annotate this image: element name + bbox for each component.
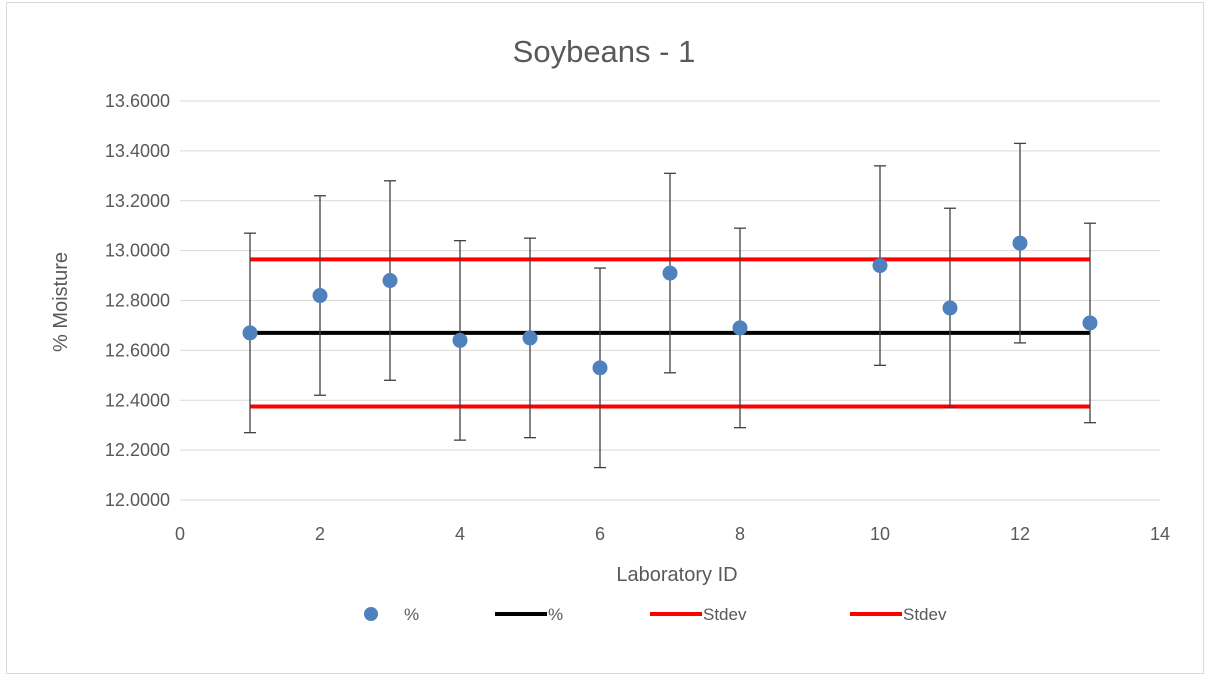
legend-label: % xyxy=(404,605,419,624)
data-point xyxy=(872,258,888,274)
data-point xyxy=(312,288,328,304)
data-point xyxy=(452,332,468,348)
legend-label: Stdev xyxy=(703,605,747,624)
legend-label: % xyxy=(548,605,563,624)
scatter-points xyxy=(242,235,1098,376)
y-tick-label: 12.0000 xyxy=(105,490,170,510)
y-axis-ticks: 12.0000 12.2000 12.4000 12.6000 12.8000 13.00… xyxy=(105,91,170,510)
y-tick-label: 12.8000 xyxy=(105,291,170,311)
data-point xyxy=(1012,235,1028,251)
chart-title: Soybeans - 1 xyxy=(513,34,696,69)
legend: %% Stdev Stdev xyxy=(364,605,947,624)
x-axis-ticks: 0 2 4 6 8 10 12 14 xyxy=(175,524,1170,544)
y-tick-label: 13.2000 xyxy=(105,191,170,211)
x-tick-label: 4 xyxy=(455,524,465,544)
data-point xyxy=(242,325,258,341)
data-point xyxy=(662,265,678,281)
data-point xyxy=(522,330,538,346)
y-tick-label: 12.6000 xyxy=(105,340,170,360)
chart-svg: Soybeans - 1 12.0000 12.2000 12.4000 12.600… xyxy=(50,34,1170,624)
data-point xyxy=(942,300,958,316)
x-tick-label: 2 xyxy=(315,524,325,544)
y-tick-label: 13.6000 xyxy=(105,91,170,111)
legend-label: Stdev xyxy=(903,605,947,624)
y-tick-label: 12.4000 xyxy=(105,390,170,410)
y-tick-label: 12.2000 xyxy=(105,440,170,460)
data-point xyxy=(382,273,398,289)
y-tick-label: 13.0000 xyxy=(105,241,170,261)
legend-marker xyxy=(364,607,378,621)
error-bars xyxy=(244,142,1096,469)
x-tick-label: 14 xyxy=(1150,524,1170,544)
x-tick-label: 8 xyxy=(735,524,745,544)
data-point xyxy=(1082,315,1098,331)
chart-area: Soybeans - 1 12.0000 12.2000 12.4000 12.600… xyxy=(6,2,1204,674)
x-tick-label: 10 xyxy=(870,524,890,544)
x-tick-label: 6 xyxy=(595,524,605,544)
data-point xyxy=(592,360,608,376)
x-tick-label: 12 xyxy=(1010,524,1030,544)
x-tick-label: 0 xyxy=(175,524,185,544)
data-point xyxy=(732,320,748,336)
y-tick-label: 13.4000 xyxy=(105,141,170,161)
y-axis-title: % Moisture xyxy=(50,252,72,352)
x-axis-title: Laboratory ID xyxy=(616,564,737,586)
